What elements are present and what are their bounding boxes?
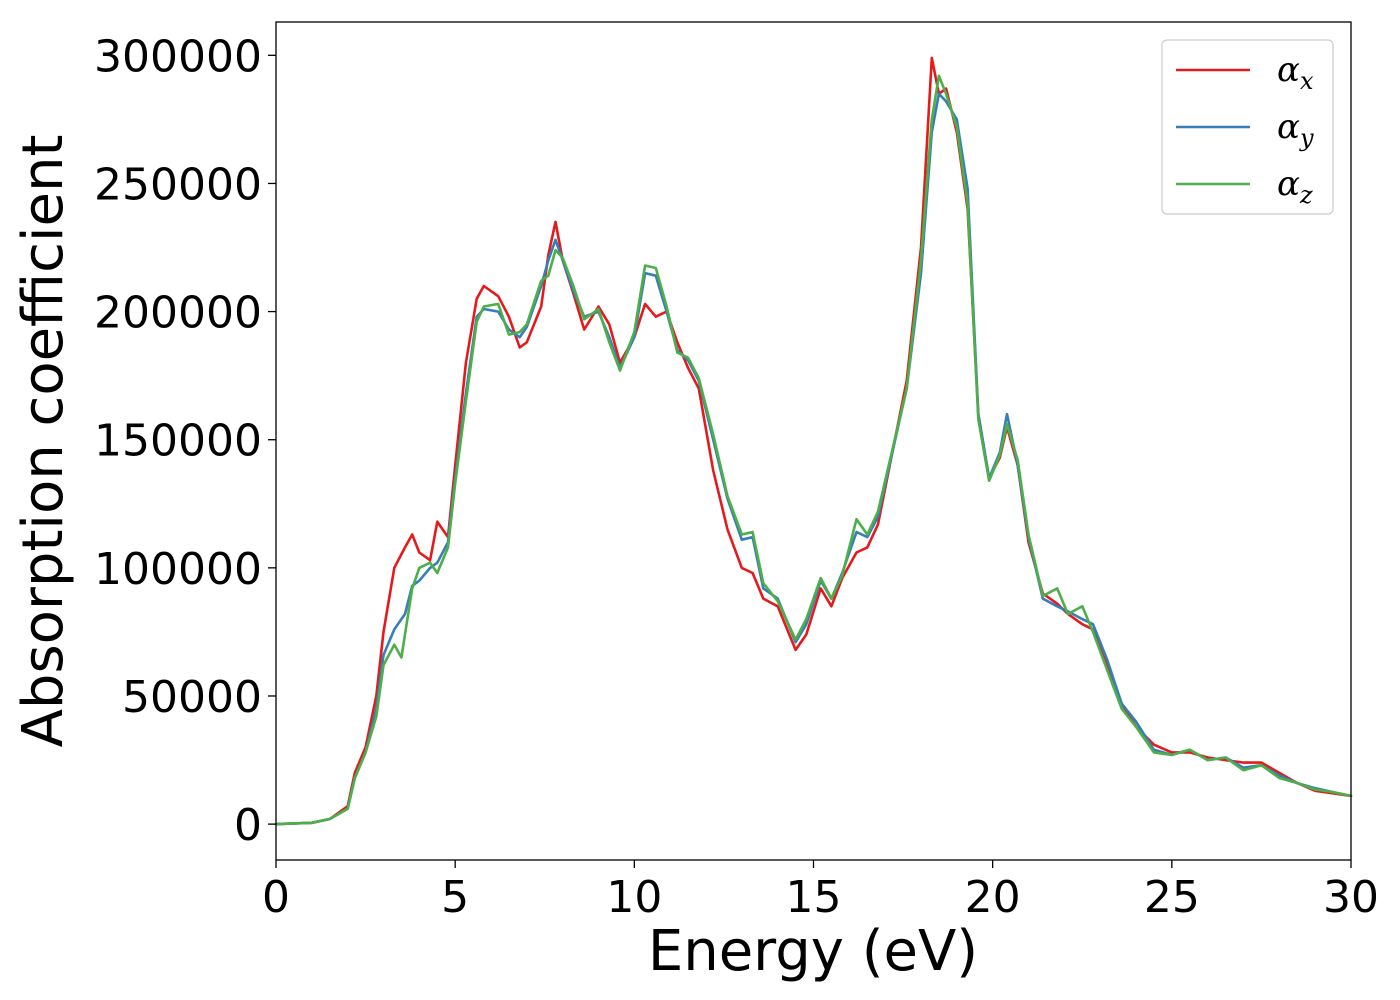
- legend-label-alpha-z: αz: [1277, 164, 1313, 209]
- y-tick-label-5: 250000: [94, 159, 262, 210]
- y-tick-label-6: 300000: [94, 31, 262, 82]
- x-tick-label-5: 25: [1144, 872, 1200, 923]
- y-tick-label-4: 200000: [94, 288, 262, 339]
- x-tick-label-4: 20: [965, 872, 1021, 923]
- legend-label-alpha-y: αy: [1277, 107, 1314, 152]
- x-tick-label-0: 0: [262, 872, 290, 923]
- x-tick-label-1: 5: [441, 872, 469, 923]
- y-tick-label-1: 50000: [122, 672, 262, 723]
- x-tick-label-6: 30: [1323, 872, 1379, 923]
- series-line-alpha-z: [274, 74, 1353, 826]
- x-tick-label-2: 10: [606, 872, 662, 923]
- y-tick-label-3: 150000: [94, 416, 262, 467]
- legend-label-alpha-x: αx: [1277, 50, 1314, 95]
- y-tick-label-0: 0: [234, 800, 262, 851]
- y-axis: 0 50000 100000 150000 200000 250000 300000: [94, 31, 276, 851]
- series-layer: [274, 56, 1353, 826]
- y-axis-title: Absorption coefficient: [11, 135, 76, 748]
- x-tick-label-3: 15: [786, 872, 842, 923]
- x-axis: 0 5 10 15 20 25 30: [262, 860, 1379, 923]
- x-axis-title: Energy (eV): [648, 919, 978, 984]
- legend: αx αy αz: [1161, 39, 1334, 215]
- y-tick-label-2: 100000: [94, 544, 262, 595]
